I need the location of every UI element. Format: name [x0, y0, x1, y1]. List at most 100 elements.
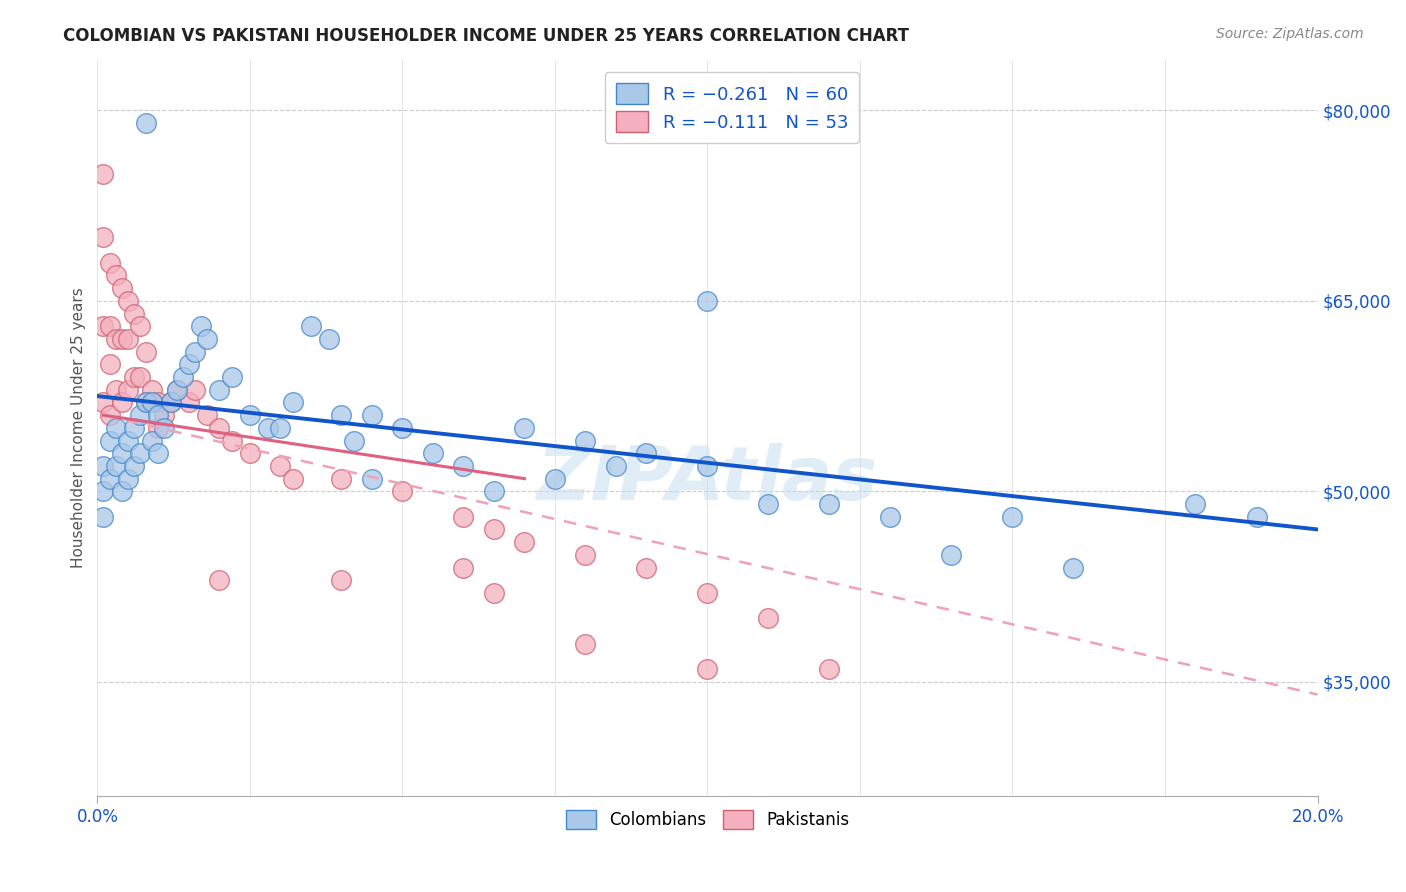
Point [148, 421, 170, 435]
Point [818, 497, 841, 511]
Point [636, 560, 658, 574]
Point [195, 408, 218, 422]
Point [122, 458, 145, 473]
Point [93, 167, 115, 181]
Point [111, 332, 134, 346]
Point [361, 472, 384, 486]
Point [98, 319, 121, 334]
Point [122, 370, 145, 384]
Point [122, 421, 145, 435]
Point [141, 383, 163, 397]
Point [98, 434, 121, 448]
Point [153, 408, 176, 422]
Point [98, 357, 121, 371]
Text: ZIPAtlas: ZIPAtlas [537, 443, 877, 516]
Point [159, 395, 181, 409]
Point [117, 434, 139, 448]
Point [574, 434, 596, 448]
Point [696, 293, 718, 308]
Point [159, 395, 181, 409]
Point [1184, 497, 1206, 511]
Point [98, 256, 121, 270]
Point [93, 319, 115, 334]
Point [111, 281, 134, 295]
Point [104, 421, 127, 435]
Point [221, 370, 243, 384]
Text: Source: ZipAtlas.com: Source: ZipAtlas.com [1216, 27, 1364, 41]
Point [111, 446, 134, 460]
Point [117, 383, 139, 397]
Point [129, 446, 152, 460]
Point [574, 637, 596, 651]
Point [513, 421, 536, 435]
Point [330, 472, 353, 486]
Point [318, 332, 340, 346]
Point [177, 395, 200, 409]
Point [269, 421, 291, 435]
Point [153, 421, 176, 435]
Point [1063, 560, 1085, 574]
Point [453, 458, 475, 473]
Point [166, 383, 188, 397]
Point [111, 395, 134, 409]
Point [104, 458, 127, 473]
Point [111, 484, 134, 499]
Point [574, 548, 596, 562]
Point [98, 408, 121, 422]
Point [208, 573, 231, 587]
Point [177, 357, 200, 371]
Point [172, 370, 194, 384]
Point [148, 446, 170, 460]
Point [605, 458, 627, 473]
Point [148, 408, 170, 422]
Point [299, 319, 322, 334]
Point [361, 408, 384, 422]
Point [636, 446, 658, 460]
Point [93, 230, 115, 244]
Point [239, 446, 262, 460]
Text: COLOMBIAN VS PAKISTANI HOUSEHOLDER INCOME UNDER 25 YEARS CORRELATION CHART: COLOMBIAN VS PAKISTANI HOUSEHOLDER INCOM… [63, 27, 910, 45]
Point [513, 535, 536, 549]
Point [391, 484, 413, 499]
Point [184, 383, 207, 397]
Point [104, 332, 127, 346]
Point [93, 484, 115, 499]
Point [93, 509, 115, 524]
Point [453, 509, 475, 524]
Point [117, 472, 139, 486]
Point [879, 509, 901, 524]
Point [104, 383, 127, 397]
Point [93, 458, 115, 473]
Point [453, 560, 475, 574]
Point [818, 662, 841, 676]
Point [391, 421, 413, 435]
Point [166, 383, 188, 397]
Legend: Colombians, Pakistanis: Colombians, Pakistanis [560, 803, 856, 836]
Point [758, 611, 780, 625]
Point [269, 458, 291, 473]
Point [129, 370, 152, 384]
Point [221, 434, 243, 448]
Point [696, 586, 718, 600]
Point [330, 573, 353, 587]
Point [330, 408, 353, 422]
Point [135, 395, 157, 409]
Point [117, 332, 139, 346]
Point [482, 523, 505, 537]
Point [190, 319, 212, 334]
Point [104, 268, 127, 283]
Point [239, 408, 262, 422]
Point [98, 472, 121, 486]
Point [208, 421, 231, 435]
Point [1001, 509, 1024, 524]
Point [141, 434, 163, 448]
Point [135, 395, 157, 409]
Point [129, 408, 152, 422]
Point [93, 395, 115, 409]
Point [208, 383, 231, 397]
Point [1246, 509, 1268, 524]
Point [758, 497, 780, 511]
Point [135, 116, 157, 130]
Point [135, 344, 157, 359]
Point [482, 586, 505, 600]
